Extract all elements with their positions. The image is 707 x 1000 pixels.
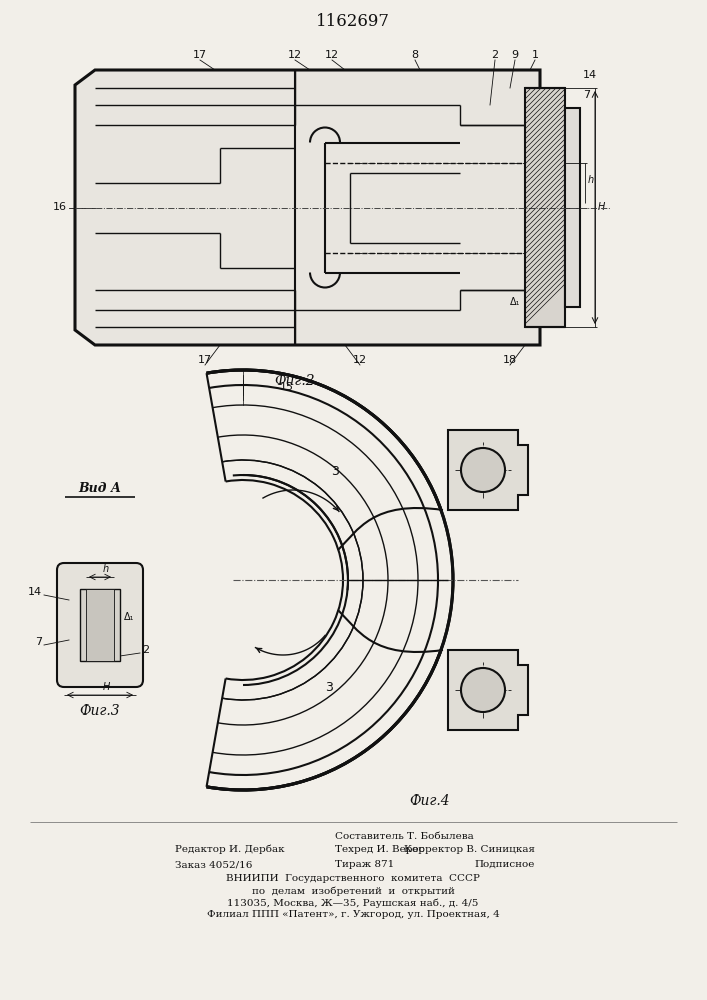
Circle shape	[461, 448, 505, 492]
Bar	[525, 88, 565, 327]
Text: h: h	[588, 175, 594, 185]
Text: Редактор И. Дербак: Редактор И. Дербак	[175, 845, 285, 854]
Text: 17: 17	[198, 355, 212, 365]
FancyBboxPatch shape	[57, 563, 143, 687]
Text: Подписное: Подписное	[474, 860, 535, 869]
Text: 17: 17	[193, 50, 207, 60]
Text: 12: 12	[325, 50, 339, 60]
Bar	[86, 589, 114, 661]
Bar	[565, 108, 580, 307]
Text: Δ₁: Δ₁	[124, 612, 134, 622]
Polygon shape	[448, 650, 528, 730]
Text: Техред И. Верес: Техред И. Верес	[335, 845, 424, 854]
Text: Заказ 4052/16: Заказ 4052/16	[175, 860, 252, 869]
Circle shape	[461, 668, 505, 712]
Bar	[80, 589, 120, 661]
Text: 12: 12	[288, 50, 302, 60]
Text: Тираж 871: Тираж 871	[335, 860, 395, 869]
Text: 8: 8	[411, 50, 419, 60]
Text: 16: 16	[53, 202, 67, 213]
Text: Δ₁: Δ₁	[510, 297, 520, 307]
Text: по  делам  изобретений  и  открытий: по делам изобретений и открытий	[252, 886, 455, 896]
Text: 3: 3	[332, 465, 339, 478]
Text: 2: 2	[491, 50, 498, 60]
Text: Фиг.3: Фиг.3	[80, 704, 120, 718]
Text: Фиг.2: Фиг.2	[275, 374, 315, 388]
Text: H: H	[103, 682, 110, 692]
Text: 3: 3	[325, 681, 333, 694]
Text: Корректор В. Синицкая: Корректор В. Синицкая	[404, 845, 535, 854]
Text: Составитель Т. Бобылева: Составитель Т. Бобылева	[335, 832, 474, 841]
Text: H: H	[598, 202, 605, 213]
Text: Вид А: Вид А	[78, 482, 122, 495]
Text: 15: 15	[280, 382, 294, 392]
Polygon shape	[75, 70, 540, 345]
Text: ВНИИПИ  Государственного  комитета  СССР: ВНИИПИ Государственного комитета СССР	[226, 874, 480, 883]
Text: 14: 14	[28, 587, 42, 597]
Text: 9: 9	[511, 50, 518, 60]
Text: 1162697: 1162697	[316, 13, 390, 30]
Text: Фиг.4: Фиг.4	[409, 794, 450, 808]
Text: 113035, Москва, Ж—35, Раушская наб., д. 4/5: 113035, Москва, Ж—35, Раушская наб., д. …	[228, 898, 479, 908]
Text: h: h	[103, 564, 109, 574]
Text: 7: 7	[35, 637, 42, 647]
Text: 1: 1	[532, 50, 539, 60]
Text: Филиал ППП «Патент», г. Ужгород, ул. Проектная, 4: Филиал ППП «Патент», г. Ужгород, ул. Про…	[206, 910, 499, 919]
Text: 12: 12	[353, 355, 367, 365]
Text: 14: 14	[583, 70, 597, 80]
Text: 18: 18	[503, 355, 517, 365]
Text: 2: 2	[142, 645, 149, 655]
Text: 7: 7	[583, 90, 590, 100]
Polygon shape	[448, 430, 528, 510]
